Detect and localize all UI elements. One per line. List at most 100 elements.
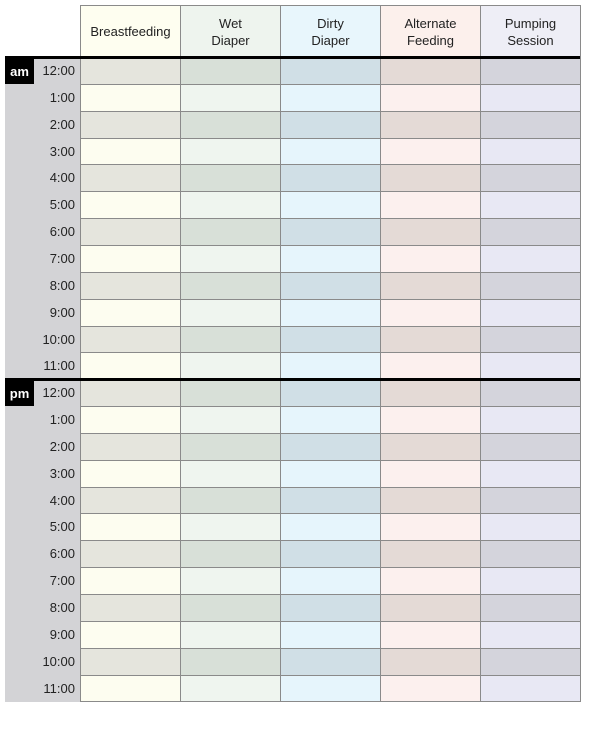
log-cell[interactable] <box>380 191 481 220</box>
log-cell[interactable] <box>180 379 281 408</box>
log-cell[interactable] <box>80 486 181 515</box>
log-cell[interactable] <box>380 620 481 649</box>
log-cell[interactable] <box>180 298 281 327</box>
log-cell[interactable] <box>380 513 481 542</box>
log-cell[interactable] <box>380 57 481 85</box>
log-cell[interactable] <box>180 567 281 595</box>
log-cell[interactable] <box>80 567 181 595</box>
log-cell[interactable] <box>280 594 381 622</box>
log-cell[interactable] <box>280 513 381 542</box>
log-cell[interactable] <box>380 486 481 515</box>
log-cell[interactable] <box>280 379 381 408</box>
log-cell[interactable] <box>80 325 181 354</box>
log-cell[interactable] <box>80 164 181 193</box>
log-cell[interactable] <box>380 244 481 273</box>
log-cell[interactable] <box>280 486 381 515</box>
log-cell[interactable] <box>80 432 181 461</box>
log-cell[interactable] <box>180 244 281 273</box>
log-cell[interactable] <box>480 325 581 354</box>
log-cell[interactable] <box>380 540 481 569</box>
log-cell[interactable] <box>80 57 181 85</box>
log-cell[interactable] <box>480 674 581 703</box>
log-cell[interactable] <box>480 244 581 273</box>
log-cell[interactable] <box>180 432 281 461</box>
log-cell[interactable] <box>80 540 181 569</box>
log-cell[interactable] <box>180 513 281 542</box>
log-cell[interactable] <box>480 486 581 515</box>
log-cell[interactable] <box>380 567 481 595</box>
log-cell[interactable] <box>80 191 181 220</box>
log-cell[interactable] <box>180 110 281 139</box>
log-cell[interactable] <box>180 674 281 703</box>
log-cell[interactable] <box>480 271 581 300</box>
log-cell[interactable] <box>80 110 181 139</box>
log-cell[interactable] <box>380 137 481 166</box>
log-cell[interactable] <box>180 486 281 515</box>
log-cell[interactable] <box>180 459 281 488</box>
log-cell[interactable] <box>480 110 581 139</box>
log-cell[interactable] <box>280 352 381 381</box>
log-cell[interactable] <box>480 191 581 220</box>
log-cell[interactable] <box>280 164 381 193</box>
log-cell[interactable] <box>280 325 381 354</box>
log-cell[interactable] <box>280 674 381 703</box>
log-cell[interactable] <box>280 244 381 273</box>
log-cell[interactable] <box>80 513 181 542</box>
log-cell[interactable] <box>380 164 481 193</box>
log-cell[interactable] <box>80 674 181 703</box>
log-cell[interactable] <box>80 379 181 408</box>
log-cell[interactable] <box>380 325 481 354</box>
log-cell[interactable] <box>380 406 481 434</box>
log-cell[interactable] <box>380 110 481 139</box>
log-cell[interactable] <box>280 191 381 220</box>
log-cell[interactable] <box>280 540 381 569</box>
log-cell[interactable] <box>480 567 581 595</box>
log-cell[interactable] <box>180 137 281 166</box>
log-cell[interactable] <box>280 271 381 300</box>
log-cell[interactable] <box>80 459 181 488</box>
log-cell[interactable] <box>380 647 481 676</box>
log-cell[interactable] <box>380 674 481 703</box>
log-cell[interactable] <box>180 57 281 85</box>
log-cell[interactable] <box>380 83 481 112</box>
log-cell[interactable] <box>480 513 581 542</box>
log-cell[interactable] <box>280 620 381 649</box>
log-cell[interactable] <box>180 620 281 649</box>
log-cell[interactable] <box>380 379 481 408</box>
log-cell[interactable] <box>80 594 181 622</box>
log-cell[interactable] <box>280 110 381 139</box>
log-cell[interactable] <box>180 164 281 193</box>
log-cell[interactable] <box>280 406 381 434</box>
log-cell[interactable] <box>80 83 181 112</box>
log-cell[interactable] <box>480 540 581 569</box>
log-cell[interactable] <box>380 594 481 622</box>
log-cell[interactable] <box>180 83 281 112</box>
log-cell[interactable] <box>480 432 581 461</box>
log-cell[interactable] <box>480 137 581 166</box>
log-cell[interactable] <box>280 218 381 246</box>
log-cell[interactable] <box>480 406 581 434</box>
log-cell[interactable] <box>480 594 581 622</box>
log-cell[interactable] <box>180 540 281 569</box>
log-cell[interactable] <box>80 244 181 273</box>
log-cell[interactable] <box>480 620 581 649</box>
log-cell[interactable] <box>280 432 381 461</box>
log-cell[interactable] <box>380 459 481 488</box>
log-cell[interactable] <box>80 620 181 649</box>
log-cell[interactable] <box>480 57 581 85</box>
log-cell[interactable] <box>180 647 281 676</box>
log-cell[interactable] <box>380 218 481 246</box>
log-cell[interactable] <box>180 218 281 246</box>
log-cell[interactable] <box>80 137 181 166</box>
log-cell[interactable] <box>80 298 181 327</box>
log-cell[interactable] <box>280 647 381 676</box>
log-cell[interactable] <box>380 352 481 381</box>
log-cell[interactable] <box>80 352 181 381</box>
log-cell[interactable] <box>480 298 581 327</box>
log-cell[interactable] <box>480 459 581 488</box>
log-cell[interactable] <box>80 218 181 246</box>
log-cell[interactable] <box>480 218 581 246</box>
log-cell[interactable] <box>80 271 181 300</box>
log-cell[interactable] <box>180 325 281 354</box>
log-cell[interactable] <box>480 83 581 112</box>
